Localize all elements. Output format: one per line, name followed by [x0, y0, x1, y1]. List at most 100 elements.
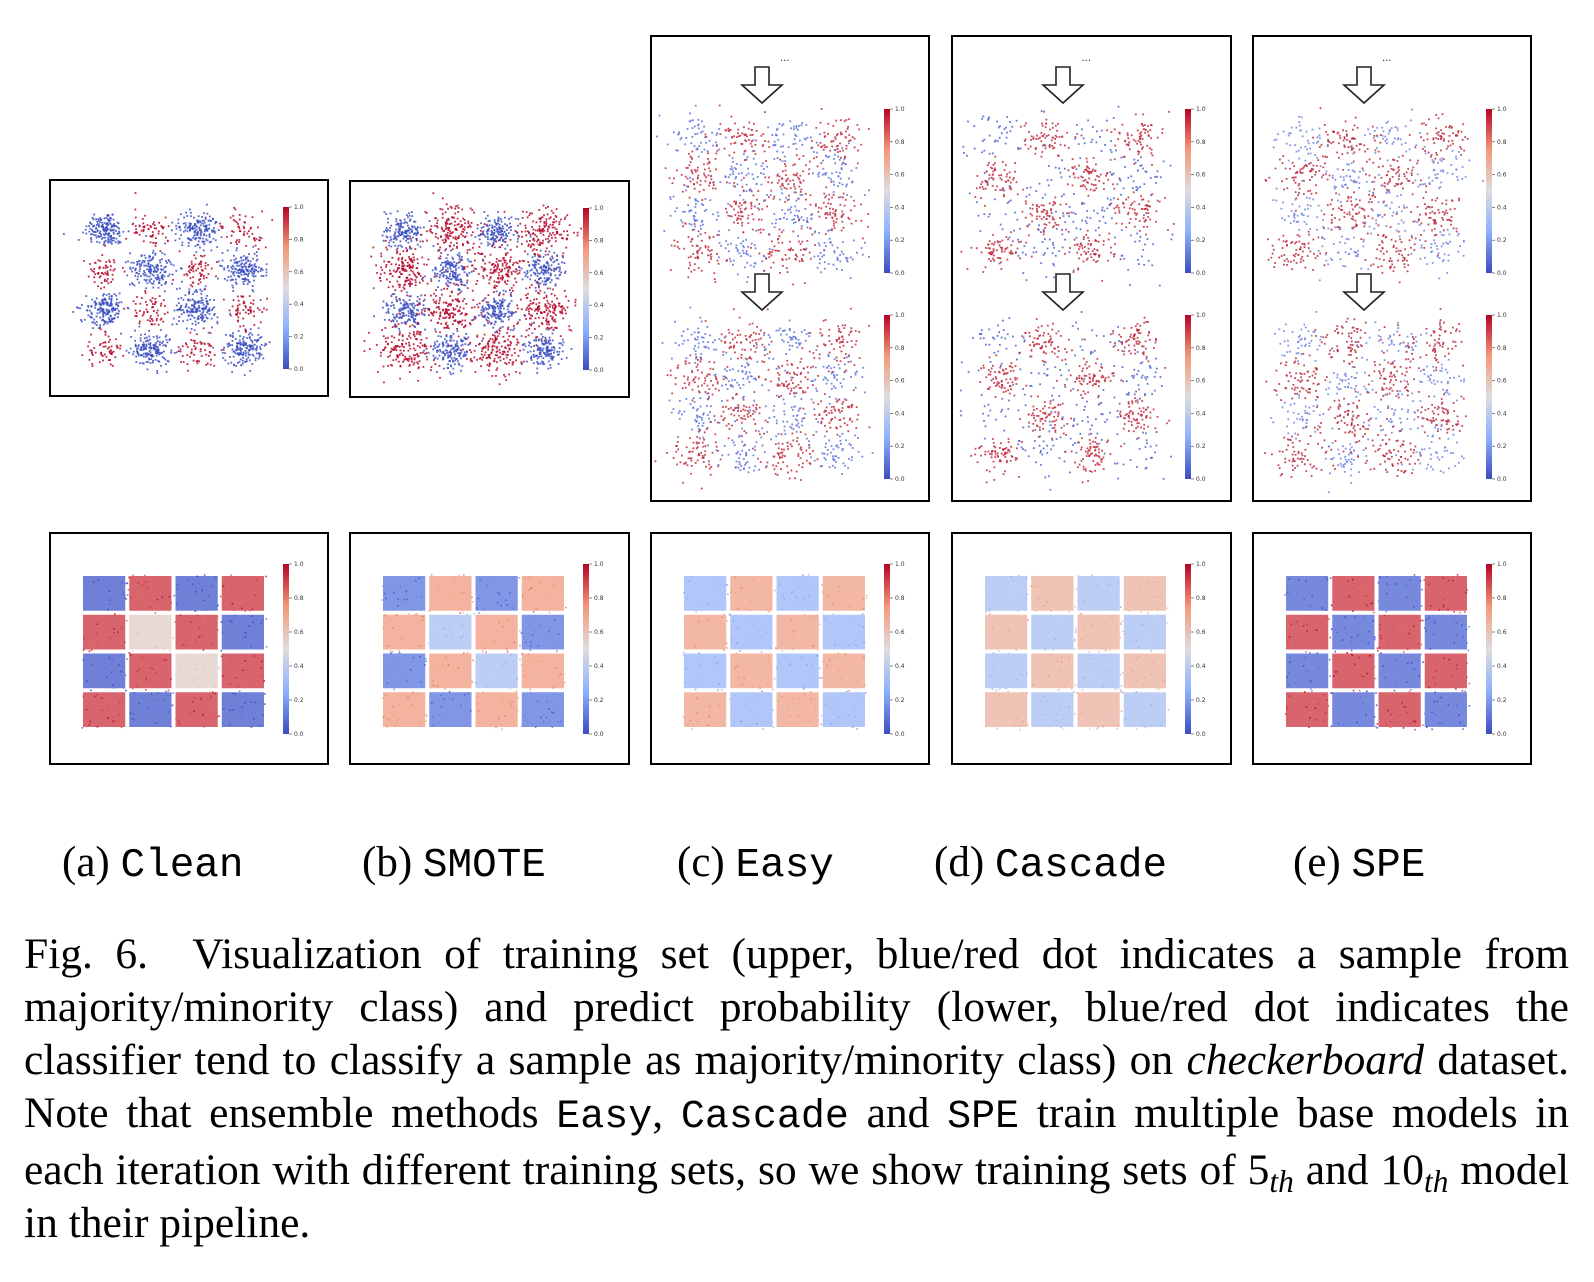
- panel-e-training: ... 0.0 0.2 0.4 0.6 0.8 1.0 0.0 0.2 0.4 0.6 0.8 1.0: [1252, 35, 1532, 502]
- caption-method: Cascade: [680, 1095, 849, 1140]
- subfigure-method: SMOTE: [422, 843, 546, 889]
- colorbar: [1185, 564, 1191, 734]
- subfigure-letter: (b): [362, 839, 413, 886]
- colorbar-tick-label: 0.6: [594, 629, 604, 636]
- caption-math: 5th: [1247, 1146, 1294, 1199]
- caption-text: and: [1305, 1146, 1369, 1194]
- training-scatter: [1264, 107, 1484, 284]
- colorbar-tick-label: 0.6: [1497, 378, 1507, 385]
- panel-e-probability: 0.0 0.2 0.4 0.6 0.8 1.0: [1252, 532, 1532, 765]
- colorbar-tick-label: 0.6: [895, 172, 905, 179]
- colorbar-tick-label: 1.0: [1196, 561, 1206, 568]
- colorbar-tick-label: 1.0: [594, 561, 604, 568]
- colorbar-tick-label: 0.2: [294, 334, 304, 341]
- colorbar-tick-label: 0.0: [294, 366, 304, 373]
- panel-c-training: ... 0.0 0.2 0.4 0.6 0.8 1.0 0.0 0.2 0.4 0.6 0.8 1.0: [650, 35, 930, 502]
- probability-heatmap: [381, 574, 567, 731]
- colorbar-tick-label: 1.0: [594, 205, 604, 212]
- subfigure-label-d: (d) Cascade: [934, 838, 1167, 889]
- ellipsis: ...: [780, 53, 790, 64]
- colorbar: [1486, 315, 1492, 479]
- colorbar-tick-label: 0.2: [1196, 237, 1206, 244]
- subfigure-label-b: (b) SMOTE: [362, 838, 546, 889]
- colorbar-tick-label: 0.0: [1196, 476, 1206, 483]
- colorbar-tick-label: 0.4: [895, 410, 905, 417]
- subfigure-method: Clean: [120, 843, 244, 889]
- ellipsis: ...: [1382, 53, 1392, 64]
- panel-b-training: 0.0 0.2 0.4 0.6 0.8 1.0: [349, 180, 630, 398]
- caption-text: dataset. Note that ensemble methods: [24, 1036, 1570, 1137]
- colorbar: [884, 564, 890, 734]
- colorbar-tick-label: 0.4: [895, 204, 905, 211]
- colorbar-tick-label: 0.2: [895, 697, 905, 704]
- colorbar-tick-label: 0.4: [294, 301, 304, 308]
- colorbar-tick-label: 0.0: [895, 270, 905, 277]
- down-arrow-icon: [1341, 273, 1387, 312]
- colorbar-tick-label: 1.0: [1497, 312, 1507, 319]
- subfigure-letter: (d): [934, 839, 985, 886]
- colorbar-tick-label: 0.2: [1196, 697, 1206, 704]
- probability-heatmap: [682, 574, 868, 730]
- colorbar-tick-label: 0.2: [594, 335, 604, 342]
- probability-heatmap: [1284, 574, 1471, 731]
- caption-text: and: [866, 1089, 930, 1137]
- colorbar-tick-label: 0.8: [1497, 595, 1507, 602]
- colorbar-tick-label: 0.2: [1497, 237, 1507, 244]
- colorbar-tick-label: 0.8: [895, 139, 905, 146]
- colorbar-tick-label: 0.4: [294, 663, 304, 670]
- colorbar-tick-label: 0.0: [594, 731, 604, 738]
- colorbar: [283, 564, 289, 734]
- training-scatter: [1264, 308, 1467, 494]
- panel-a-probability: 0.0 0.2 0.4 0.6 0.8 1.0: [49, 532, 329, 765]
- subfigure-letter: (e): [1293, 839, 1341, 886]
- down-arrow-icon: [739, 66, 785, 105]
- colorbar-tick-label: 1.0: [895, 561, 905, 568]
- caption-method: Easy: [556, 1095, 653, 1140]
- subfigure-label-a: (a) Clean: [62, 838, 244, 889]
- colorbar-tick-label: 0.0: [1497, 476, 1507, 483]
- colorbar-tick-label: 0.6: [594, 270, 604, 277]
- colorbar-tick-label: 1.0: [1196, 106, 1206, 113]
- colorbar-tick-label: 0.8: [1196, 139, 1206, 146]
- subfigure-method: SPE: [1351, 843, 1426, 889]
- subfigure-method: Cascade: [994, 843, 1168, 889]
- panel-d-training: ... 0.0 0.2 0.4 0.6 0.8 1.0 0.0 0.2 0.4 0.6 0.8 1.0: [951, 35, 1232, 502]
- colorbar-tick-label: 0.2: [294, 697, 304, 704]
- colorbar-tick-label: 0.8: [895, 595, 905, 602]
- subfigure-letter: (a): [62, 839, 110, 886]
- subfigure-label-c: (c) Easy: [677, 838, 834, 889]
- colorbar: [583, 564, 589, 734]
- colorbar-tick-label: 0.4: [594, 663, 604, 670]
- colorbar-tick-label: 0.4: [1497, 663, 1507, 670]
- colorbar: [1486, 109, 1492, 273]
- caption-method: SPE: [947, 1095, 1020, 1140]
- colorbar-tick-label: 0.8: [594, 595, 604, 602]
- colorbar-tick-label: 1.0: [895, 106, 905, 113]
- caption-text: ,: [652, 1089, 664, 1137]
- colorbar-tick-label: 0.8: [895, 345, 905, 352]
- panel-d-probability: 0.0 0.2 0.4 0.6 0.8 1.0: [951, 532, 1232, 765]
- caption-math: 10th: [1380, 1146, 1449, 1199]
- colorbar-tick-label: 0.6: [294, 269, 304, 276]
- colorbar-tick-label: 1.0: [294, 204, 304, 211]
- colorbar-tick-label: 0.6: [895, 629, 905, 636]
- colorbar: [884, 315, 890, 479]
- colorbar: [283, 207, 289, 369]
- subfigure-letter: (c): [677, 839, 725, 886]
- colorbar-tick-label: 0.8: [1497, 139, 1507, 146]
- subfigure-label-e: (e) SPE: [1293, 838, 1425, 889]
- colorbar-tick-label: 1.0: [895, 312, 905, 319]
- caption-text: Visualization of training set (upper, bl…: [24, 930, 1569, 1084]
- training-scatter: [654, 306, 874, 490]
- caption-text: train multiple base models in each itera…: [24, 1089, 1570, 1194]
- figure-caption: Fig. 6. Visualization of training set (u…: [24, 928, 1569, 1250]
- colorbar-tick-label: 0.4: [1196, 410, 1206, 417]
- panel-a-training: 0.0 0.2 0.4 0.6 0.8 1.0: [49, 179, 329, 397]
- colorbar-tick-label: 1.0: [1196, 312, 1206, 319]
- colorbar-tick-label: 0.6: [1196, 172, 1206, 179]
- colorbar-tick-label: 0.0: [895, 731, 905, 738]
- colorbar: [1185, 315, 1191, 479]
- probability-heatmap: [81, 574, 268, 729]
- training-scatter: [363, 192, 585, 386]
- colorbar-tick-label: 0.2: [895, 237, 905, 244]
